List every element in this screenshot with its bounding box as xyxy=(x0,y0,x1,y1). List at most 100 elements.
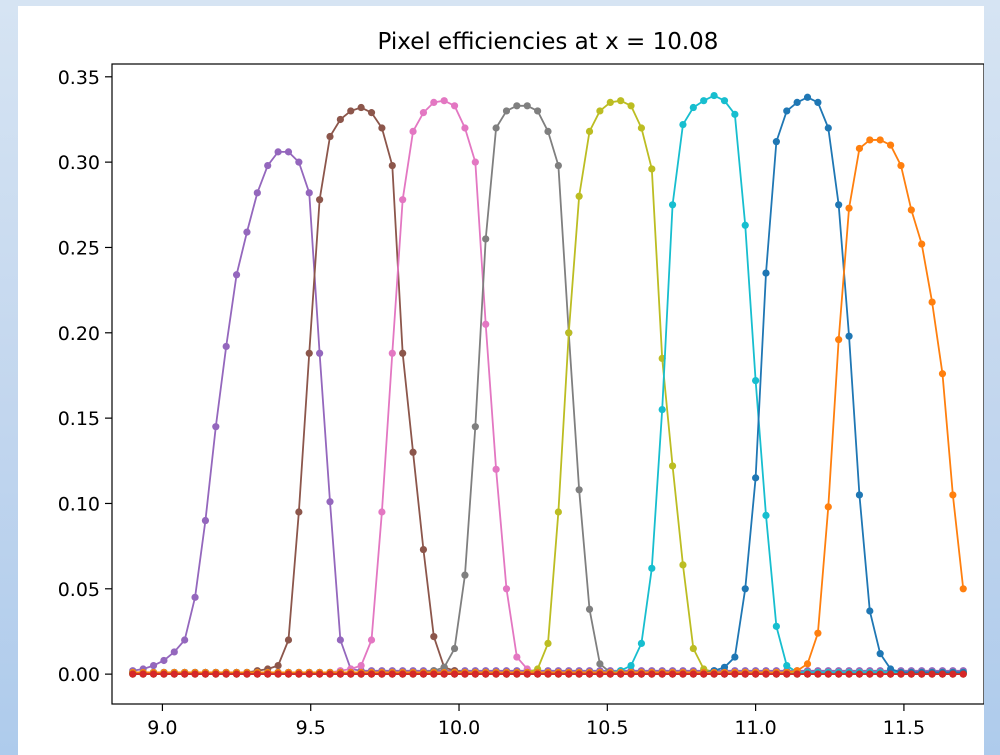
data-point xyxy=(170,648,178,656)
data-point xyxy=(305,189,313,197)
data-point xyxy=(409,127,417,136)
data-point xyxy=(482,670,490,678)
data-point xyxy=(637,124,646,132)
data-point xyxy=(513,102,521,110)
data-point xyxy=(918,240,926,248)
data-point xyxy=(772,622,780,630)
data-point xyxy=(450,102,459,110)
data-point xyxy=(544,639,552,648)
data-point xyxy=(430,98,438,106)
series-brown xyxy=(129,103,967,677)
data-point xyxy=(399,196,407,204)
data-point xyxy=(492,124,500,132)
data-point xyxy=(544,127,552,136)
data-point xyxy=(565,670,573,678)
series-line xyxy=(132,150,964,672)
data-point xyxy=(274,148,282,156)
data-point xyxy=(803,93,812,101)
data-point xyxy=(523,670,531,678)
series-pink xyxy=(129,97,967,677)
data-point xyxy=(855,491,864,499)
data-point xyxy=(668,462,677,470)
data-point xyxy=(907,670,915,678)
data-point xyxy=(928,670,936,678)
series-cyan xyxy=(129,91,967,677)
data-point xyxy=(710,670,718,678)
data-point xyxy=(450,670,459,678)
data-point xyxy=(658,406,666,414)
data-point xyxy=(212,670,220,678)
data-point xyxy=(835,201,843,209)
data-point xyxy=(855,670,864,678)
data-point xyxy=(336,115,344,124)
data-point xyxy=(762,670,770,678)
data-point xyxy=(316,349,324,357)
data-point xyxy=(544,670,552,678)
figure-canvas: Pixel efficiencies at x = 10.08 9.0 9.5 10… xyxy=(18,6,984,755)
data-point xyxy=(419,670,428,678)
x-tick-label: 10.5 xyxy=(586,717,628,739)
data-point xyxy=(575,486,583,494)
data-point xyxy=(907,206,915,214)
data-point xyxy=(149,662,158,670)
data-point xyxy=(181,636,189,644)
data-point xyxy=(253,670,261,678)
data-point xyxy=(336,636,344,644)
data-point xyxy=(668,670,677,678)
chart-title: Pixel efficiencies at x = 10.08 xyxy=(378,29,719,55)
data-point xyxy=(492,670,500,678)
data-point xyxy=(762,511,770,520)
data-point xyxy=(793,98,801,106)
data-point xyxy=(845,670,853,678)
data-point xyxy=(513,653,521,661)
data-point xyxy=(866,136,874,144)
series-line xyxy=(132,99,964,674)
data-point xyxy=(824,503,832,511)
data-point xyxy=(232,271,241,279)
data-point xyxy=(679,120,687,129)
data-point xyxy=(305,670,313,678)
data-point xyxy=(845,332,853,340)
x-tick-label: 9.5 xyxy=(296,717,326,739)
data-point xyxy=(617,670,625,678)
data-point xyxy=(627,662,635,670)
data-point xyxy=(897,161,905,170)
data-point xyxy=(378,670,386,678)
data-point xyxy=(648,165,656,173)
data-point xyxy=(295,670,303,678)
data-point xyxy=(284,148,293,156)
data-point xyxy=(762,269,770,277)
data-point xyxy=(461,670,469,678)
data-point xyxy=(471,670,479,678)
data-point xyxy=(648,670,656,678)
data-point xyxy=(388,349,396,357)
data-point xyxy=(772,670,780,678)
data-point xyxy=(886,670,895,678)
data-point xyxy=(668,201,677,209)
series-blue xyxy=(129,93,967,677)
data-point xyxy=(482,320,490,328)
data-point xyxy=(866,670,874,678)
data-point xyxy=(232,670,241,678)
data-point xyxy=(772,138,780,146)
data-point xyxy=(305,349,313,357)
data-point xyxy=(326,498,334,506)
series-olive xyxy=(129,97,967,677)
data-point xyxy=(534,670,542,678)
data-point xyxy=(793,670,801,678)
data-point xyxy=(876,650,884,658)
data-point xyxy=(731,653,739,661)
data-point xyxy=(959,585,967,593)
data-point xyxy=(440,663,448,671)
data-point xyxy=(482,235,490,243)
data-point xyxy=(585,670,594,678)
data-point xyxy=(336,670,344,678)
data-point xyxy=(886,665,895,673)
data-point xyxy=(160,656,168,665)
data-point xyxy=(783,662,791,670)
data-point xyxy=(492,465,500,473)
data-point xyxy=(938,370,947,378)
data-point xyxy=(752,670,760,678)
data-point xyxy=(222,670,230,678)
data-point xyxy=(959,670,967,678)
